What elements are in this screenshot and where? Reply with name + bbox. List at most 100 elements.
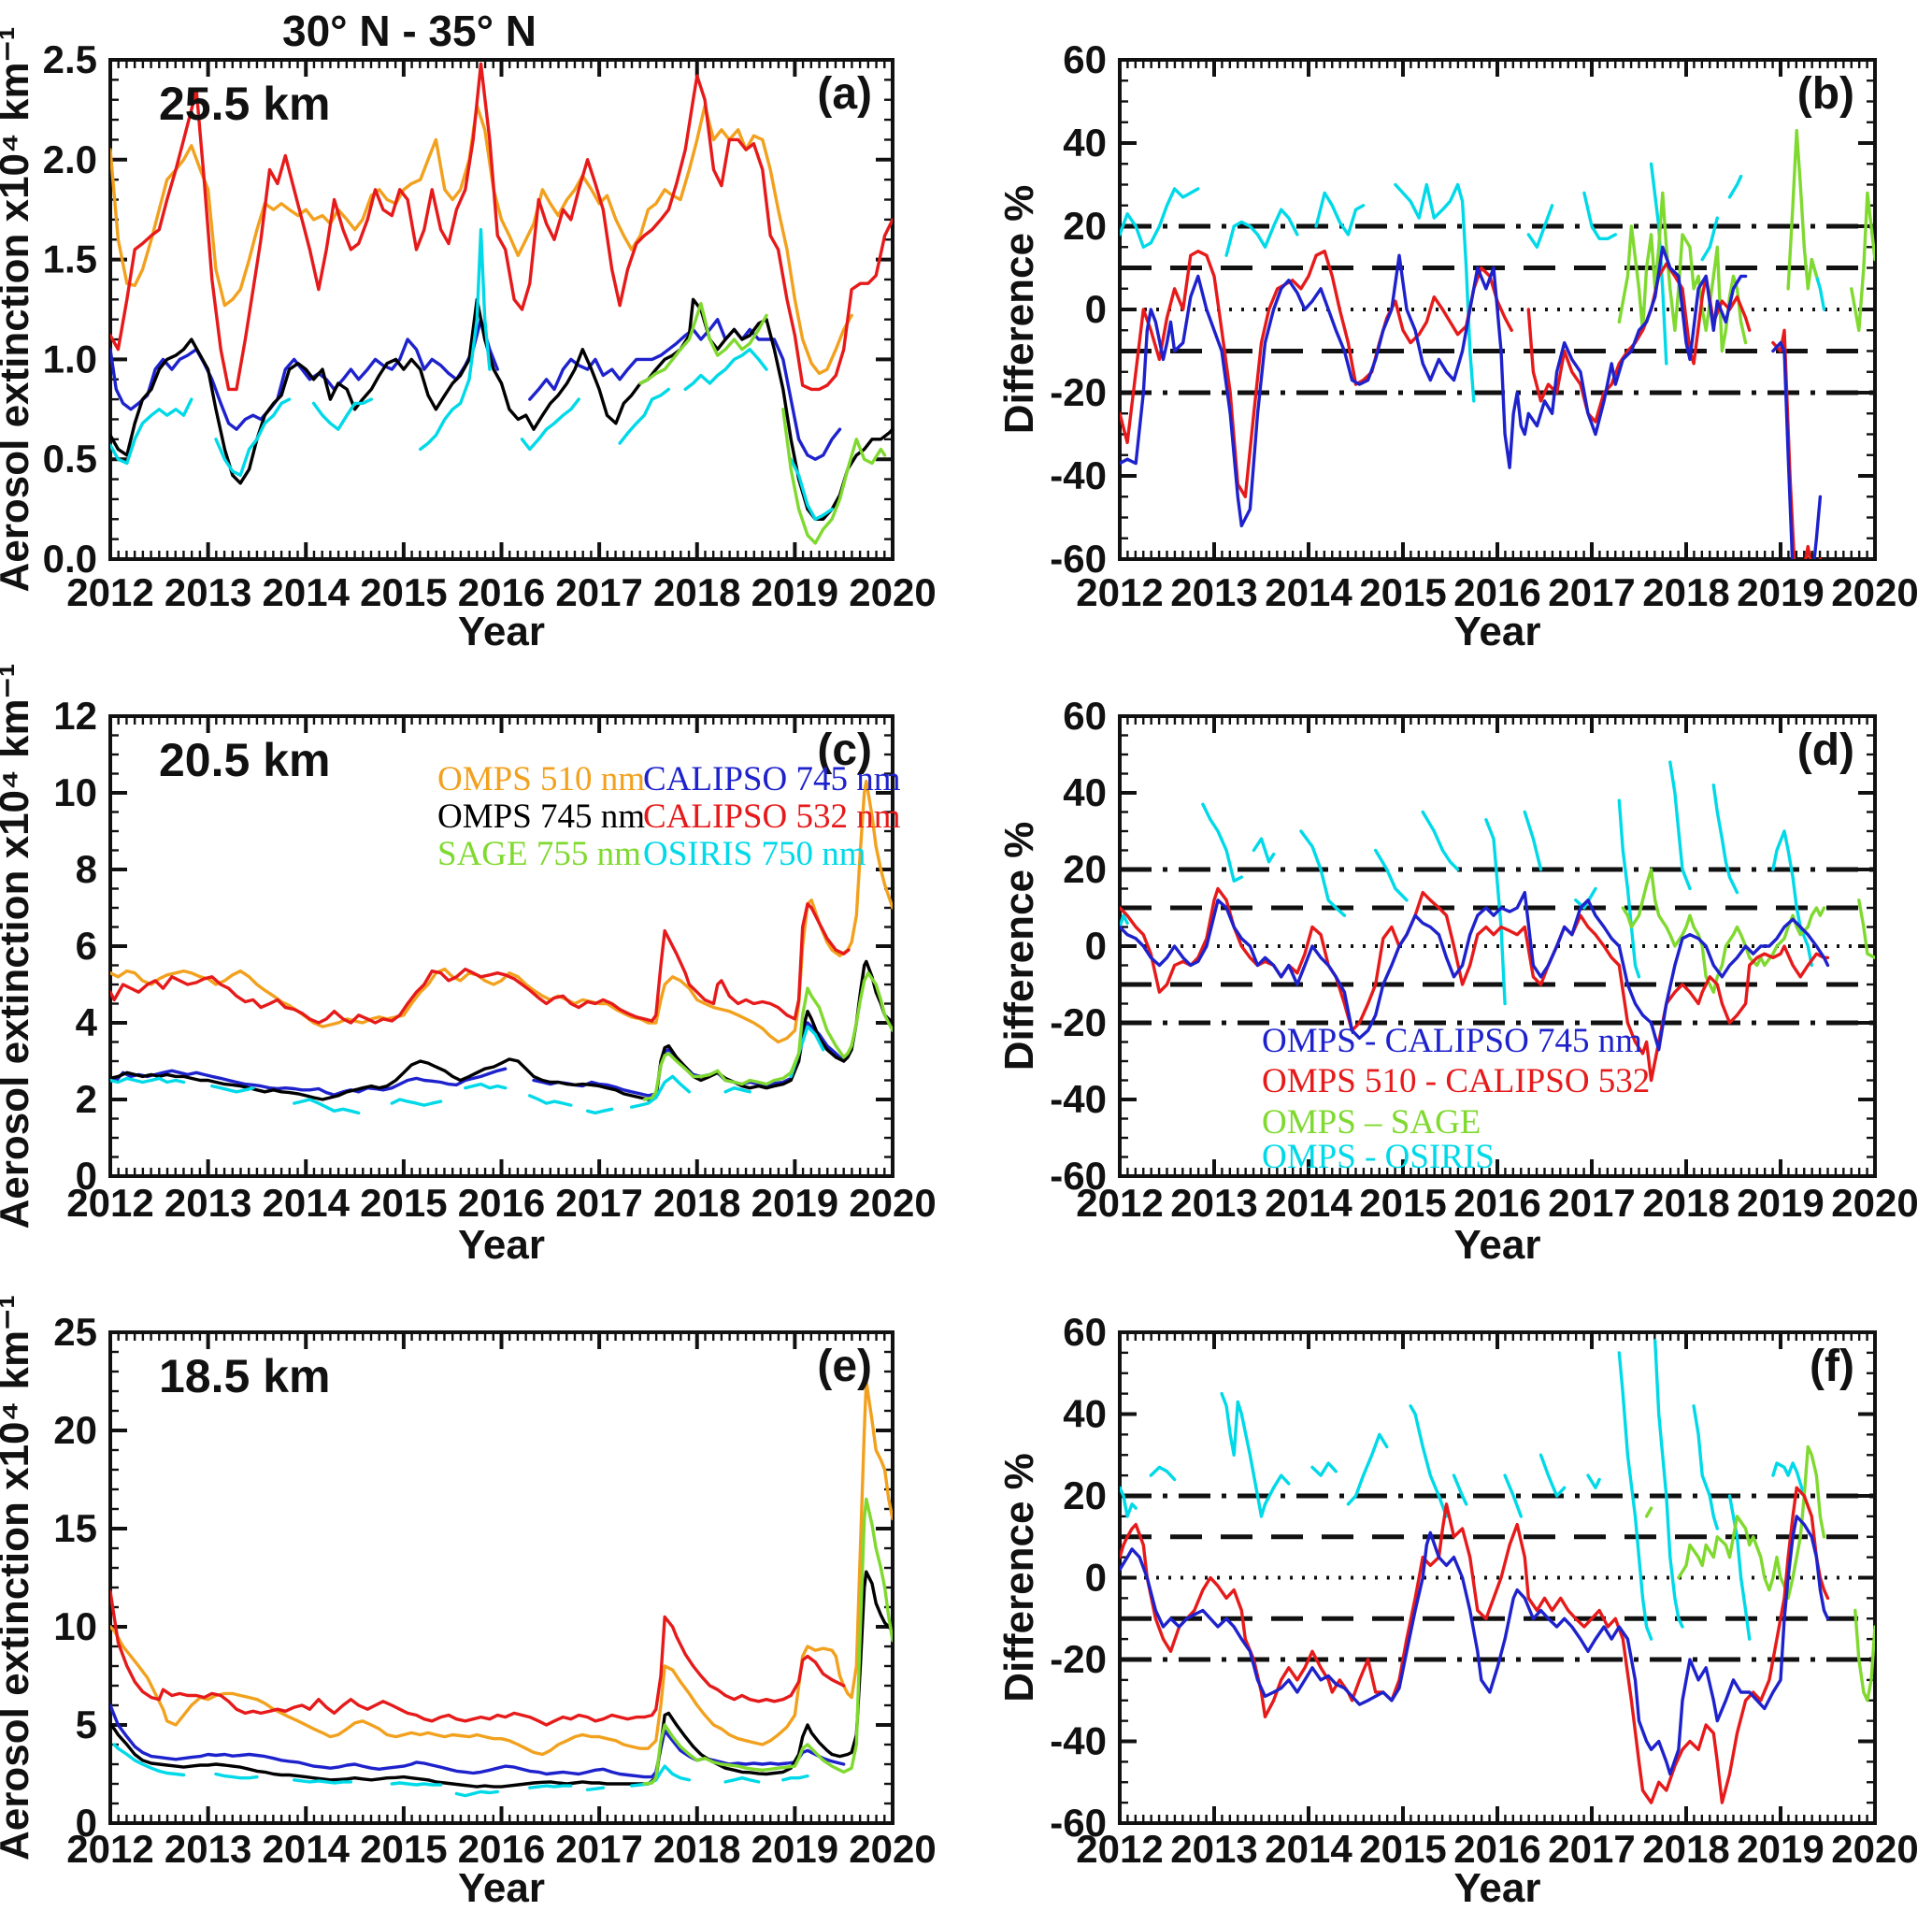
y-tick-label: 20	[1063, 847, 1107, 891]
series-omps-510	[110, 1379, 893, 1757]
y-tick-label: 20	[53, 1408, 97, 1452]
series-omps-osiris	[1346, 1432, 1389, 1506]
y-tick-label: 10	[53, 1604, 97, 1648]
x-tick-label: 2018	[1642, 1827, 1729, 1871]
series-omps-sage	[1644, 1506, 1653, 1518]
x-tick-label: 2020	[1831, 1181, 1918, 1225]
series-osiris-750	[390, 1781, 443, 1787]
legend-item: OMPS 745 nm	[437, 797, 645, 836]
x-axis-title: Year	[1454, 1222, 1541, 1268]
x-tick-label: 2016	[1453, 1827, 1540, 1871]
y-tick-label: 2	[76, 1077, 97, 1121]
series-omps510-calipso532	[1120, 886, 1830, 1083]
x-tick-label: 2018	[653, 1181, 740, 1225]
y-axis-title: Difference %	[996, 1453, 1042, 1703]
x-tick-label: 2017	[1548, 1827, 1635, 1871]
y-tick-label: 40	[1063, 121, 1107, 165]
series-osiris-750	[585, 1786, 605, 1791]
series-omps-510	[110, 104, 853, 376]
series-omps-calipso745	[1120, 890, 1830, 1052]
y-tick-label: 0	[1085, 924, 1107, 968]
series-omps-osiris	[1586, 1473, 1601, 1490]
x-tick-label: 2018	[653, 1827, 740, 1871]
series-osiris-750	[110, 397, 193, 466]
series-omps-osiris	[1224, 208, 1299, 257]
axes-b: 2012 2013 2014 2015 2016 2017 2018 2019 2020 -60 -…	[1050, 37, 1918, 614]
series-sage-755	[642, 1497, 893, 1786]
x-tick-label: 2015	[1359, 570, 1446, 614]
series-omps-osiris	[1617, 1351, 1653, 1641]
y-tick-label: -60	[1050, 1801, 1107, 1845]
x-tick-label: 2013	[165, 570, 251, 614]
series-omps-osiris	[1299, 829, 1347, 917]
series-omps-osiris	[1452, 1473, 1468, 1506]
series-sage-755	[642, 971, 893, 1101]
panel-b-chart: 2012 2013 2014 2015 2016 2017 2018 2019 2020 -60 -…	[996, 37, 1919, 652]
series-omps-745	[110, 1570, 893, 1789]
x-axis-title: Year	[458, 1222, 545, 1268]
series-osiris-750	[520, 397, 580, 452]
x-tick-label: 2017	[555, 1181, 642, 1225]
legend-item: OMPS – SAGE	[1262, 1103, 1481, 1142]
x-tick-label: 2014	[1265, 1827, 1352, 1871]
x-tick-label: 2014	[1265, 570, 1352, 614]
axes-c: 2012 2013 2014 2015 2016 2017 2018 2019 2020 0 2 4 6…	[53, 694, 936, 1225]
y-tick-label: 8	[76, 847, 97, 891]
y-tick-label: 40	[1063, 1392, 1107, 1436]
series-omps510-calipso532	[1120, 1486, 1830, 1804]
series-calipso-532	[110, 62, 893, 392]
corner-label-b: (b)	[1797, 69, 1854, 119]
y-tick-label: -40	[1050, 1077, 1107, 1121]
y-tick-label: 20	[1063, 1473, 1107, 1517]
x-tick-label: 2016	[458, 570, 545, 614]
series-omps-osiris	[1314, 191, 1366, 237]
series-osiris-750	[723, 1776, 761, 1784]
series-calipso-532	[110, 902, 851, 1025]
series-omps-osiris	[1409, 1404, 1449, 1518]
x-tick-label: 2017	[1548, 1181, 1635, 1225]
x-tick-label: 2016	[1453, 570, 1540, 614]
series-osiris-750	[789, 457, 834, 521]
x-tick-label: 2017	[555, 570, 642, 614]
series-osiris-750	[630, 1074, 692, 1109]
y-tick-label: 2.5	[43, 37, 97, 81]
series-osiris-750	[528, 1094, 573, 1107]
series-osiris-750	[214, 397, 292, 477]
series-osiris-750	[210, 1084, 255, 1094]
y-tick-label: 60	[1063, 694, 1107, 738]
x-tick-label: 2020	[1831, 1827, 1918, 1871]
y-tick-label: -20	[1050, 1000, 1107, 1044]
y-tick-label: -20	[1050, 1637, 1107, 1681]
series-omps510-calipso532	[1120, 250, 1513, 498]
series-omps-osiris	[1503, 1473, 1523, 1518]
series-omps-osiris	[1582, 191, 1617, 241]
altitude-label-a: 25.5 km	[159, 78, 330, 130]
x-tick-label: 2016	[458, 1181, 545, 1225]
y-axis-title: Difference %	[996, 822, 1042, 1071]
x-tick-label: 2018	[1642, 570, 1729, 614]
x-tick-label: 2016	[458, 1827, 545, 1871]
x-tick-label: 2017	[555, 1827, 642, 1871]
series-omps-osiris	[1526, 204, 1554, 249]
y-tick-label: -20	[1050, 370, 1107, 414]
y-tick-label: 1.0	[43, 337, 97, 381]
y-tick-label: 4	[76, 1000, 98, 1044]
x-tick-label: 2015	[1359, 1181, 1446, 1225]
series-osiris-750	[723, 1086, 751, 1094]
series-osiris-750	[112, 1743, 186, 1777]
series-omps-sage	[1786, 128, 1819, 291]
altitude-label-e: 18.5 km	[159, 1350, 330, 1402]
y-tick-label: 0	[1085, 1556, 1107, 1600]
x-tick-label: 2014	[263, 1827, 351, 1871]
series-osiris-750	[454, 1789, 499, 1798]
x-tick-label: 2014	[1265, 1181, 1352, 1225]
x-tick-label: 2014	[263, 1181, 351, 1225]
series-omps-osiris	[1310, 1461, 1338, 1477]
x-axis-title: Year	[458, 1865, 545, 1911]
axes-e: 2012 2013 2014 2015 2016 2017 2018 2019 20200510…	[53, 1310, 936, 1871]
series-omps-osiris	[1120, 913, 1129, 929]
legend-item: SAGE 755 nm	[437, 835, 641, 873]
x-tick-label: 2020	[849, 570, 936, 614]
series-omps-osiris	[1538, 1453, 1567, 1498]
series-omps-osiris	[1201, 802, 1243, 884]
